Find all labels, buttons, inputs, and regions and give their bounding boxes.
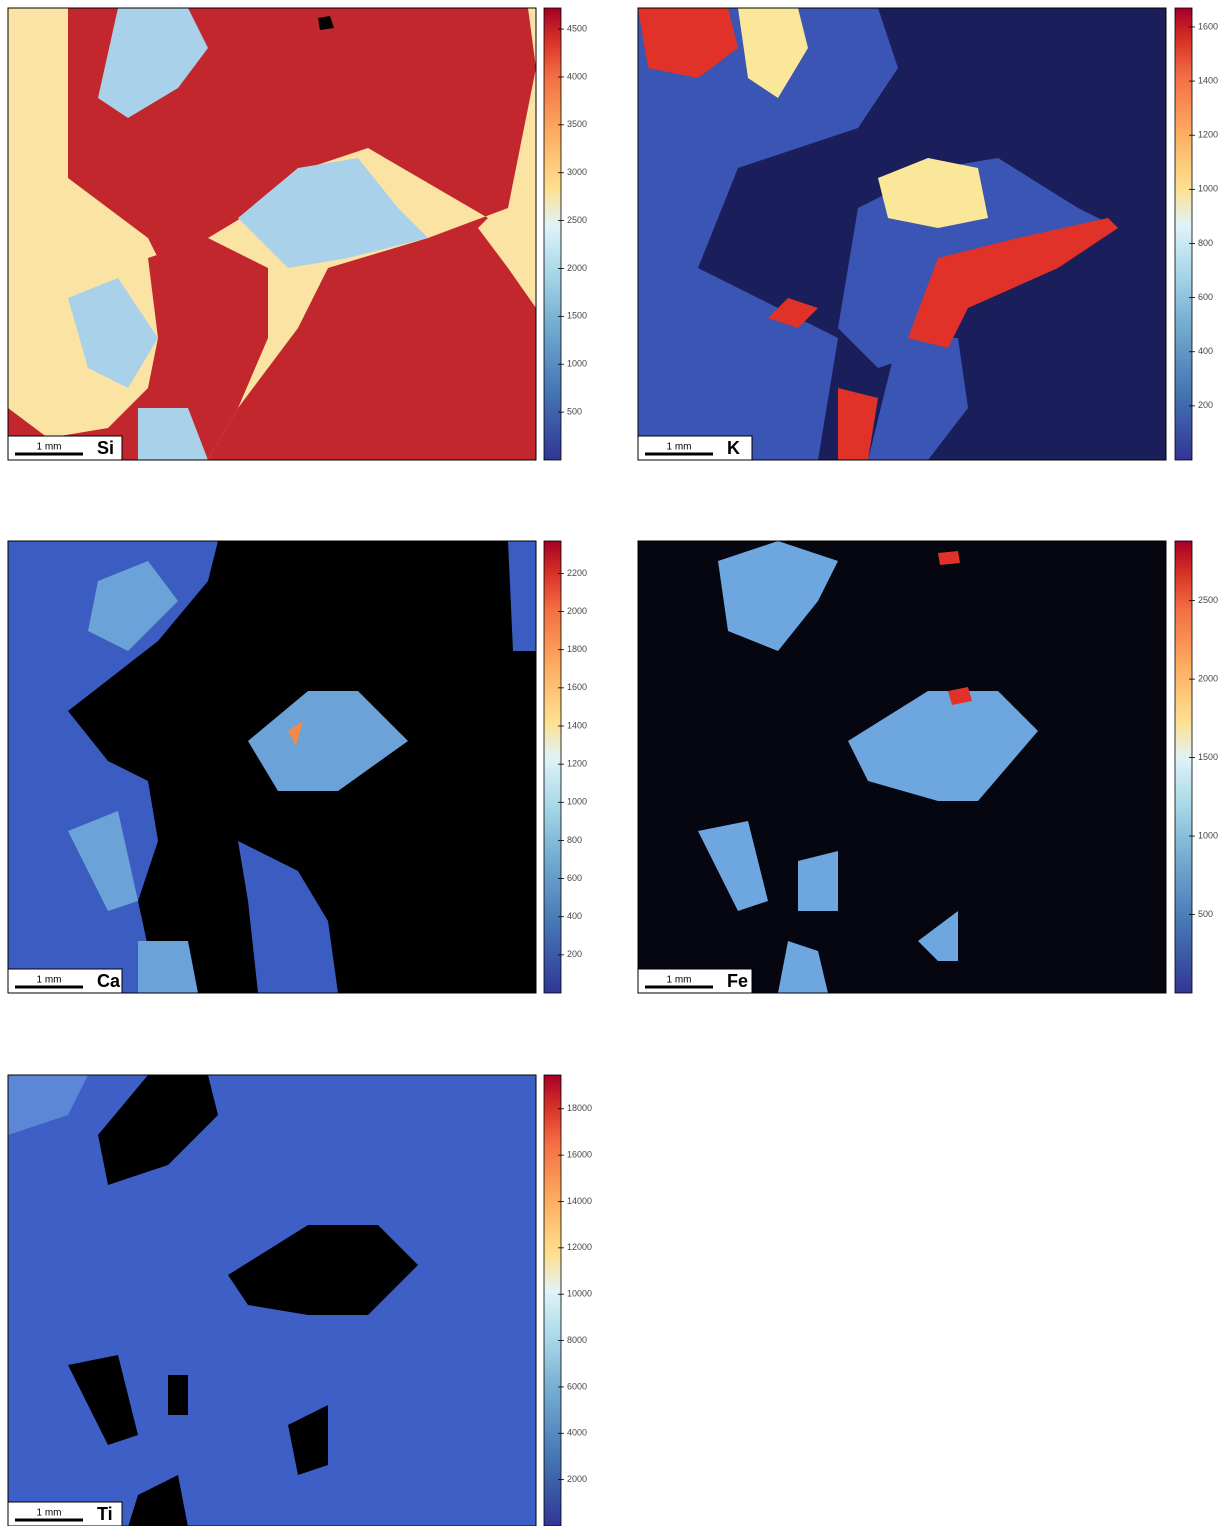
element-map bbox=[8, 8, 536, 460]
scale-label: 1 mm bbox=[667, 442, 692, 453]
colorbar bbox=[544, 8, 561, 460]
map-region bbox=[168, 1375, 188, 1415]
scale-label: 1 mm bbox=[667, 975, 692, 986]
colorbar-tick-label: 600 bbox=[567, 873, 582, 883]
colorbar-tick-label: 4000 bbox=[567, 71, 587, 81]
colorbar-tick-label: 3500 bbox=[567, 119, 587, 129]
scale-label: 1 mm bbox=[37, 1508, 62, 1519]
colorbar bbox=[544, 541, 561, 993]
colorbar-tick-label: 8000 bbox=[567, 1335, 587, 1345]
colorbar-tick-label: 2500 bbox=[1198, 595, 1218, 605]
figure: 1 mm Si 500 1000 1500 2000 2500 3000 3500 4000 450… bbox=[0, 0, 1231, 1526]
map-region bbox=[138, 941, 198, 993]
colorbar-tick-label: 1400 bbox=[567, 720, 587, 730]
colorbar-tick-label: 6000 bbox=[567, 1381, 587, 1391]
colorbar-tick-label: 1000 bbox=[567, 797, 587, 807]
colorbar-tick-label: 1600 bbox=[1198, 21, 1218, 31]
element-label: K bbox=[727, 438, 740, 458]
map-panel: 1 mm Ca bbox=[8, 541, 536, 993]
colorbar-tick-label: 4000 bbox=[567, 1428, 587, 1438]
colorbar bbox=[1175, 8, 1192, 460]
element-map bbox=[638, 8, 1166, 460]
scale-label: 1 mm bbox=[37, 975, 62, 986]
colorbar-tick-label: 2000 bbox=[567, 1474, 587, 1484]
colorbar-tick-label: 2000 bbox=[567, 606, 587, 616]
element-map bbox=[8, 541, 536, 993]
element-label: Ca bbox=[97, 971, 121, 991]
element-label: Ti bbox=[97, 1504, 113, 1524]
colorbar-tick-label: 1400 bbox=[1198, 75, 1218, 85]
colorbar-tick-label: 10000 bbox=[567, 1289, 592, 1299]
colorbar-tick-label: 800 bbox=[567, 835, 582, 845]
colorbar-tick-label: 1600 bbox=[567, 682, 587, 692]
colorbar-tick-label: 1200 bbox=[567, 759, 587, 769]
colorbar-tick-label: 1800 bbox=[567, 644, 587, 654]
colorbar-tick-label: 16000 bbox=[567, 1150, 592, 1160]
scale-label: 1 mm bbox=[37, 442, 62, 453]
element-map bbox=[8, 1075, 536, 1526]
colorbar-tick-label: 2200 bbox=[567, 568, 587, 578]
colorbar-tick-label: 4500 bbox=[567, 23, 587, 33]
colorbar-tick-label: 500 bbox=[567, 406, 582, 416]
colorbar-tick-label: 1000 bbox=[1198, 830, 1218, 840]
element-label: Fe bbox=[727, 971, 748, 991]
map-region bbox=[938, 551, 960, 565]
colorbar-tick-label: 400 bbox=[1198, 346, 1213, 356]
element-map bbox=[638, 541, 1166, 993]
colorbar-tick-label: 12000 bbox=[567, 1242, 592, 1252]
colorbar-tick-label: 2000 bbox=[567, 263, 587, 273]
map-panel: 1 mm Si bbox=[8, 8, 536, 460]
page: {"panels": [ {"element": "Si", "scale_la… bbox=[0, 0, 1231, 1526]
colorbar-tick-label: 2500 bbox=[567, 215, 587, 225]
colorbar-tick-label: 1000 bbox=[1198, 184, 1218, 194]
colorbar-tick-label: 500 bbox=[1198, 909, 1213, 919]
map-panel: 1 mm K bbox=[638, 8, 1166, 460]
colorbar bbox=[1175, 541, 1192, 993]
colorbar-tick-label: 800 bbox=[1198, 238, 1213, 248]
colorbar-tick-label: 1500 bbox=[1198, 752, 1218, 762]
colorbar-tick-label: 1500 bbox=[567, 311, 587, 321]
colorbar bbox=[544, 1075, 561, 1526]
colorbar-tick-label: 2000 bbox=[1198, 673, 1218, 683]
map-panel: 1 mm Fe bbox=[638, 541, 1166, 993]
colorbar-tick-label: 1200 bbox=[1198, 130, 1218, 140]
element-label: Si bbox=[97, 438, 114, 458]
colorbar-tick-label: 400 bbox=[567, 911, 582, 921]
colorbar-tick-label: 600 bbox=[1198, 292, 1213, 302]
colorbar-tick-label: 200 bbox=[567, 949, 582, 959]
colorbar-tick-label: 14000 bbox=[567, 1196, 592, 1206]
colorbar-tick-label: 18000 bbox=[567, 1103, 592, 1113]
map-region bbox=[798, 851, 838, 911]
colorbar-tick-label: 200 bbox=[1198, 400, 1213, 410]
map-panel: 1 mm Ti bbox=[8, 1075, 536, 1526]
colorbar-tick-label: 1000 bbox=[567, 359, 587, 369]
colorbar-tick-label: 3000 bbox=[567, 167, 587, 177]
